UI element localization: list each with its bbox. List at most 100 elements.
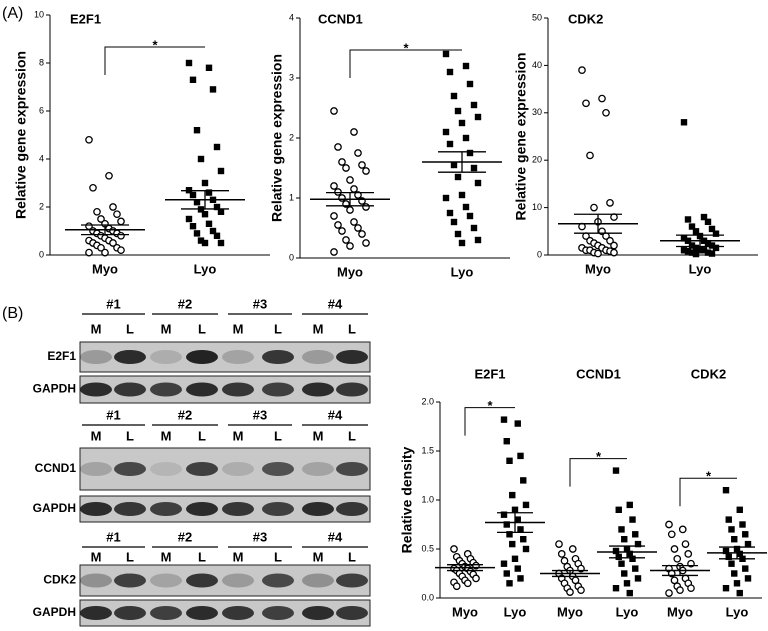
blot-band xyxy=(114,462,146,476)
data-point xyxy=(454,230,462,238)
data-point xyxy=(450,218,458,226)
data-point xyxy=(708,225,716,233)
data-point xyxy=(362,203,370,211)
blot-band xyxy=(186,573,218,588)
y-tick-label: 0 xyxy=(289,252,294,262)
lane-group-label: #3 xyxy=(253,407,267,422)
data-point xyxy=(506,531,513,538)
y-tick-label: 1 xyxy=(289,192,294,202)
data-point xyxy=(722,487,730,494)
lane-label: L xyxy=(274,428,282,443)
data-point xyxy=(442,194,450,202)
lane-group-label: #3 xyxy=(253,529,267,544)
blot-row-label: CDK2 xyxy=(43,573,76,587)
data-point xyxy=(358,230,366,238)
data-point xyxy=(450,545,458,553)
data-point xyxy=(500,560,508,567)
y-tick-label: 2.0 xyxy=(421,396,434,406)
blot-row-label: GAPDH xyxy=(33,382,76,396)
data-point xyxy=(506,580,513,587)
blot-band xyxy=(150,382,182,397)
x-tick-label: Myo xyxy=(585,261,611,276)
blot-band xyxy=(336,382,368,397)
blot-band xyxy=(336,462,368,476)
blot-band xyxy=(336,502,368,516)
chart-title: CCND1 xyxy=(318,11,363,26)
data-point xyxy=(503,438,510,445)
data-point xyxy=(555,540,563,548)
data-point xyxy=(217,167,225,175)
data-point xyxy=(354,149,362,157)
significance-bracket xyxy=(349,49,462,78)
data-point xyxy=(692,244,700,252)
data-point xyxy=(470,224,478,232)
data-point xyxy=(692,228,700,235)
data-point xyxy=(197,237,205,244)
lane-label: L xyxy=(348,428,356,443)
group-title: CDK2 xyxy=(691,366,726,381)
data-point xyxy=(109,239,117,247)
panel-label: (B) xyxy=(2,305,23,322)
data-point xyxy=(358,161,366,169)
data-point xyxy=(744,540,752,548)
x-tick-label: Myo xyxy=(92,261,118,276)
data-point xyxy=(117,217,125,226)
data-point xyxy=(522,545,530,553)
lane-group-label: #4 xyxy=(328,407,343,422)
lane-label: M xyxy=(91,321,102,336)
data-point xyxy=(189,76,197,83)
data-point xyxy=(346,176,354,184)
blot-row-label: GAPDH xyxy=(33,501,76,515)
blot-band xyxy=(302,382,334,397)
data-point xyxy=(474,236,482,244)
blot-band xyxy=(114,606,146,620)
lane-label: M xyxy=(313,321,324,336)
data-point xyxy=(670,545,679,553)
blot-band xyxy=(222,382,254,397)
blot-band xyxy=(186,606,218,620)
data-point xyxy=(466,80,474,88)
data-point xyxy=(350,128,358,136)
blot-row-label: GAPDH xyxy=(33,605,76,619)
data-point xyxy=(506,457,513,464)
blot-band xyxy=(150,573,182,588)
data-point xyxy=(442,50,450,58)
x-tick-label: Lyo xyxy=(726,604,749,619)
y-tick-label: 40 xyxy=(532,60,542,70)
x-tick-label: Lyo xyxy=(689,261,712,276)
data-point xyxy=(632,531,639,538)
data-point xyxy=(680,119,688,126)
blot-band xyxy=(186,350,218,364)
data-point xyxy=(708,250,716,257)
data-point xyxy=(626,550,633,558)
y-tick-label: 30 xyxy=(532,107,542,117)
y-tick-label: 0 xyxy=(537,249,542,259)
lane-label: L xyxy=(198,428,206,443)
blot-band xyxy=(222,462,254,476)
blot-band xyxy=(222,350,254,364)
blot-row-label: CCND1 xyxy=(35,461,77,475)
group-title: E2F1 xyxy=(474,366,505,381)
data-point xyxy=(509,540,516,548)
data-point xyxy=(728,560,735,567)
y-tick-label: 8 xyxy=(39,57,44,67)
data-point xyxy=(725,516,732,523)
lane-label: M xyxy=(233,549,244,564)
data-point xyxy=(342,164,350,172)
data-point xyxy=(334,221,342,229)
data-point xyxy=(185,215,193,223)
data-point xyxy=(511,506,519,513)
data-point xyxy=(193,199,201,206)
significance-bracket xyxy=(104,46,205,75)
x-tick-label: Lyo xyxy=(616,604,639,619)
data-point xyxy=(217,208,225,215)
blot-row-label: E2F1 xyxy=(47,349,76,363)
lane-label: M xyxy=(313,428,324,443)
data-point xyxy=(731,536,738,543)
y-axis-label: Relative gene expression xyxy=(13,51,29,219)
data-point xyxy=(687,584,695,593)
blot-band xyxy=(336,606,368,620)
data-point xyxy=(618,526,625,533)
data-point xyxy=(450,161,458,169)
data-point xyxy=(615,553,622,561)
